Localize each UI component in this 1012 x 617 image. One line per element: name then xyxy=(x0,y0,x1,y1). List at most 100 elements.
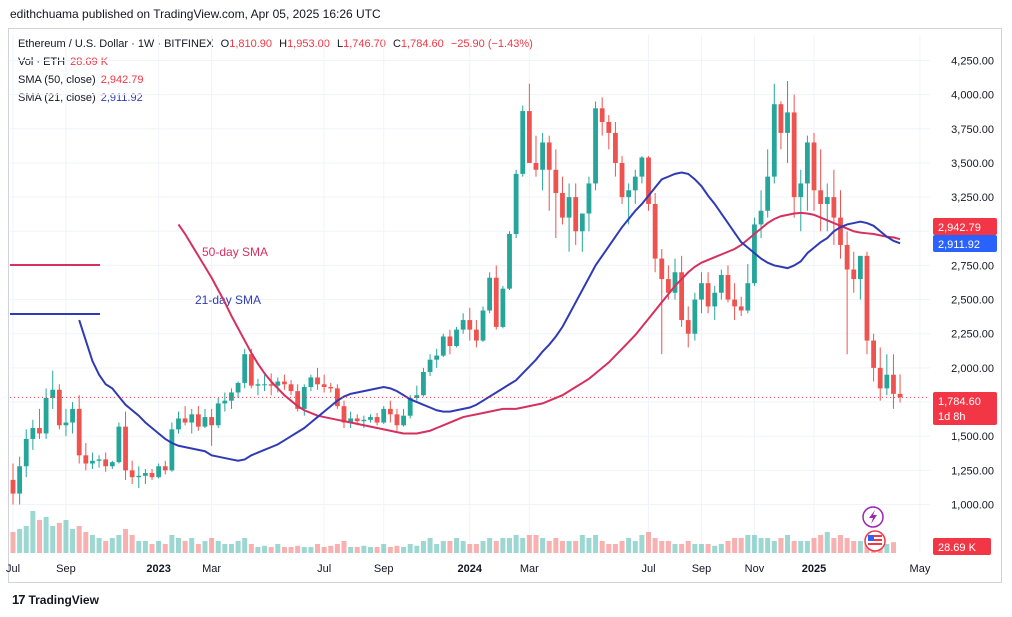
volume-bar xyxy=(36,520,42,553)
candle-body xyxy=(586,183,592,214)
candle-body xyxy=(778,104,784,133)
symbol-row[interactable]: Ethereum / U.S. Dollar · 1W · BITFINEX O… xyxy=(18,35,533,53)
x-tick-label: 2024 xyxy=(458,563,483,575)
volume-bar xyxy=(427,538,433,553)
candle-body xyxy=(401,415,406,426)
sma50-legend-row[interactable]: SMA (50, close) 2,942.79 xyxy=(18,71,533,89)
volume-bar xyxy=(698,544,704,553)
candle-body xyxy=(109,462,115,467)
candle-body xyxy=(526,111,532,163)
volume-bar xyxy=(189,538,195,553)
candle-body xyxy=(394,414,400,426)
y-tick-label: 4,250.00 xyxy=(951,55,994,67)
candle-body xyxy=(43,397,49,434)
candle-body xyxy=(712,292,718,307)
volume-bar xyxy=(890,542,896,553)
candle-body xyxy=(176,418,181,430)
candle-body xyxy=(791,112,797,198)
high-label: H xyxy=(279,38,288,50)
y-tick-label: 2,250.00 xyxy=(951,329,994,341)
volume-bar xyxy=(268,547,274,553)
volume-bar xyxy=(665,541,671,553)
volume-bar xyxy=(546,541,552,553)
volume-bar xyxy=(487,538,493,553)
volume-bar xyxy=(407,544,413,553)
candle-body xyxy=(520,111,526,174)
x-tick-label: 2025 xyxy=(802,563,826,575)
tradingview-footer[interactable]: 17 TradingView xyxy=(12,592,99,607)
candle-body xyxy=(805,142,810,184)
last-price-tag-text: 1,784.60 xyxy=(938,396,981,408)
volume-bar xyxy=(500,538,506,553)
x-tick-label: Nov xyxy=(745,563,765,575)
time-axis[interactable]: Jul Sep 2023 Mar Jul Sep 2024 Mar Jul Sep Nov 2025 M… xyxy=(6,563,931,575)
candle-body xyxy=(30,428,36,439)
volume-bar xyxy=(851,541,857,553)
candle-body xyxy=(513,173,519,234)
x-tick-label: Sep xyxy=(692,563,712,575)
volume-bar xyxy=(308,547,314,553)
close-value: 1,784.60 xyxy=(400,38,444,50)
us-flag-icon[interactable] xyxy=(864,530,886,552)
volume-bar xyxy=(262,545,268,553)
volume-bar xyxy=(195,544,201,553)
candle-body xyxy=(474,329,479,341)
candle-body xyxy=(162,466,168,471)
candle-body xyxy=(672,272,678,293)
volume-bar xyxy=(857,541,863,553)
candle-body xyxy=(785,112,790,133)
volume-bar xyxy=(712,545,718,553)
low-label: L xyxy=(336,38,344,50)
candle-body xyxy=(202,417,208,427)
volume-bar xyxy=(606,544,612,553)
candle-body xyxy=(262,384,267,386)
candle-body xyxy=(659,258,665,280)
sma50-price-tag-text: 2,942.79 xyxy=(938,222,981,234)
x-tick-label: 2023 xyxy=(146,563,170,575)
candle-body xyxy=(90,460,95,464)
volume-bar xyxy=(831,538,837,553)
volume-bar xyxy=(824,532,830,553)
lightning-icon[interactable] xyxy=(862,506,884,528)
volume-legend-row[interactable]: Vol · ETH 28.69 K xyxy=(18,53,533,71)
sma50-annotation-text[interactable]: 50-day SMA xyxy=(202,245,268,259)
candle-body xyxy=(242,354,248,383)
volume-bar xyxy=(56,523,62,553)
volume-bar xyxy=(10,532,16,553)
volume-bar xyxy=(348,547,354,553)
volume-bar xyxy=(540,538,546,553)
volume-bar xyxy=(354,547,360,553)
candle-body xyxy=(427,359,433,372)
volume-bar xyxy=(639,535,645,553)
candle-body xyxy=(652,203,658,259)
volume-bar xyxy=(43,517,49,553)
volume-bars xyxy=(10,511,896,553)
candle-body xyxy=(851,269,857,280)
volume-bar xyxy=(738,538,744,553)
candle-body xyxy=(639,157,645,177)
volume-bar xyxy=(162,544,168,553)
candle-body xyxy=(718,274,724,293)
sma21-annotation-text[interactable]: 21-day SMA xyxy=(195,293,261,307)
price-axis[interactable]: 4,250.00 4,000.00 3,750.00 3,500.00 3,250.00… xyxy=(951,55,994,511)
volume-bar xyxy=(447,541,453,553)
volume-bar xyxy=(23,526,29,553)
volume-bar xyxy=(619,541,625,553)
candle-body xyxy=(877,367,883,389)
volume-bar xyxy=(520,538,526,553)
candle-body xyxy=(606,121,612,133)
candle-body xyxy=(374,417,380,423)
volume-bar xyxy=(242,538,248,553)
sma21-price-tag-text: 2,911.92 xyxy=(938,239,980,251)
symbol-title[interactable]: Ethereum / U.S. Dollar · 1W · BITFINEX xyxy=(18,38,214,50)
candle-body xyxy=(487,277,493,311)
candle-body xyxy=(579,213,585,232)
candle-body xyxy=(665,279,671,293)
volume-bar xyxy=(295,545,301,553)
volume-bar xyxy=(367,547,373,553)
candle-body xyxy=(646,157,651,204)
candle-body xyxy=(56,389,62,426)
candle-body xyxy=(771,104,777,177)
candle-body xyxy=(23,438,29,467)
